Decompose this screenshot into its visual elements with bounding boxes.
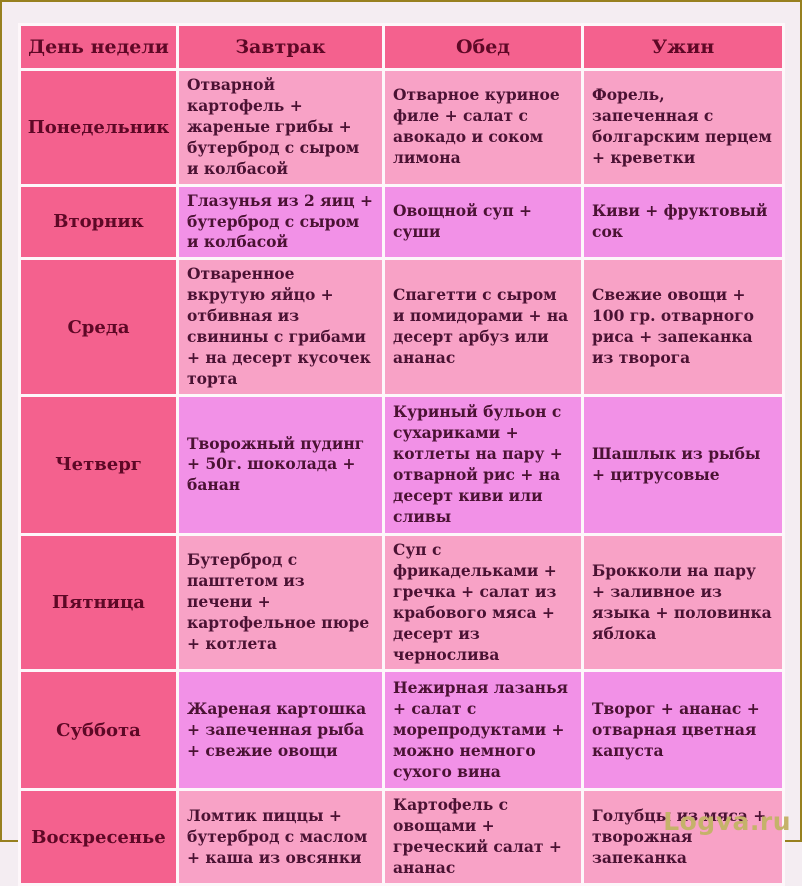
lunch-cell: Картофель с овощами + греческий салат + … <box>385 791 581 884</box>
dinner-cell: Свежие овощи + 100 гр. отварного риса + … <box>584 260 782 394</box>
header-row: День недели Завтрак Обед Ужин <box>21 26 782 68</box>
lunch-cell: Куриный бульон с сухариками + котлеты на… <box>385 396 581 533</box>
breakfast-cell: Отварной картофель + жареные грибы + бут… <box>179 71 382 184</box>
day-cell: Вторник <box>21 186 176 258</box>
breakfast-cell: Отваренное вкрутую яйцо + отбивная из св… <box>179 260 382 394</box>
dinner-cell: Шашлык из рыбы + цитрусовые <box>584 396 782 533</box>
day-cell: Понедельник <box>21 71 176 184</box>
table-row-friday: Пятница Бутерброд с паштетом из печени +… <box>21 535 782 670</box>
breakfast-cell: Жареная картошка + запеченная рыба + све… <box>179 672 382 789</box>
dinner-cell: Киви + фруктовый сок <box>584 186 782 258</box>
breakfast-cell: Ломтик пиццы + бутерброд с маслом + каша… <box>179 791 382 884</box>
table-row-thursday: Четверг Творожный пудинг + 50г. шоколада… <box>21 396 782 533</box>
table-row-saturday: Суббота Жареная картошка + запеченная ры… <box>21 672 782 789</box>
day-cell: Воскресенье <box>21 791 176 884</box>
day-cell: Четверг <box>21 396 176 533</box>
lunch-cell: Суп с фрикадельками + гречка + салат из … <box>385 535 581 670</box>
lunch-cell: Овощной суп + суши <box>385 186 581 258</box>
dinner-cell: Голубцы из мяса + творожная запеканка <box>584 791 782 884</box>
day-cell: Пятница <box>21 535 176 670</box>
dinner-cell: Творог + ананас + отварная цветная капус… <box>584 672 782 789</box>
day-cell: Среда <box>21 260 176 394</box>
table-row-monday: Понедельник Отварной картофель + жареные… <box>21 71 782 184</box>
column-header-day: День недели <box>21 26 176 68</box>
table-row-tuesday: Вторник Глазунья из 2 яиц + бутерброд с … <box>21 186 782 258</box>
lunch-cell: Нежирная лазанья + салат с морепродуктам… <box>385 672 581 789</box>
breakfast-cell: Глазунья из 2 яиц + бутерброд с сыром и … <box>179 186 382 258</box>
weekly-menu-table: День недели Завтрак Обед Ужин Понедельни… <box>18 23 785 886</box>
table-row-sunday: Воскресенье Ломтик пиццы + бутерброд с м… <box>21 791 782 884</box>
breakfast-cell: Бутерброд с паштетом из печени + картофе… <box>179 535 382 670</box>
dinner-cell: Форель, запеченная с болгарским перцем +… <box>584 71 782 184</box>
column-header-breakfast: Завтрак <box>179 26 382 68</box>
column-header-dinner: Ужин <box>584 26 782 68</box>
lunch-cell: Спагетти с сыром и помидорами + на десер… <box>385 260 581 394</box>
watermark-logo: Logva.ru <box>663 807 791 836</box>
lunch-cell: Отварное куриное филе + салат с авокадо … <box>385 71 581 184</box>
dinner-cell: Брокколи на пару + заливное из языка + п… <box>584 535 782 670</box>
column-header-lunch: Обед <box>385 26 581 68</box>
table-row-wednesday: Среда Отваренное вкрутую яйцо + отбивная… <box>21 260 782 394</box>
day-cell: Суббота <box>21 672 176 789</box>
breakfast-cell: Творожный пудинг + 50г. шоколада + банан <box>179 396 382 533</box>
